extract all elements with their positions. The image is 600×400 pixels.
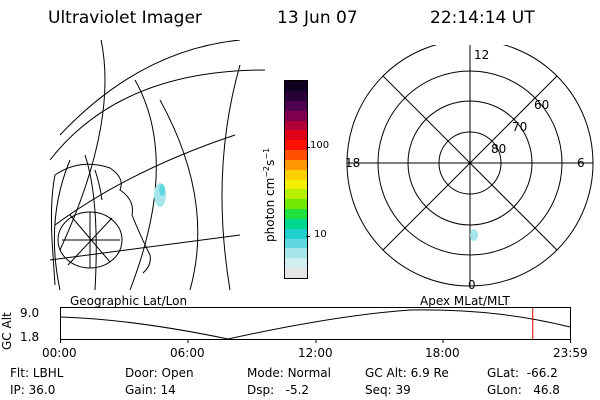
colorbar-band — [285, 258, 307, 269]
lat-label-60: 60 — [534, 98, 549, 112]
colorbar-band — [285, 228, 307, 239]
colorbar-band — [285, 81, 307, 91]
x-tick-1800: 18:00 — [425, 346, 460, 360]
colorbar-band — [285, 150, 307, 160]
latitude-line — [49, 234, 241, 261]
info-dsp: Dsp: -5.2 — [247, 383, 310, 397]
colorbar-band — [285, 209, 307, 219]
colorbar-band — [285, 199, 307, 210]
colorbar-band — [285, 179, 307, 190]
colorbar-band — [285, 130, 307, 141]
info-gcalt: GC Alt: 6.9 Re — [365, 366, 449, 380]
timeline-left-title: Geographic Lat/Lon — [70, 294, 188, 308]
mlt-label-6: 6 — [577, 156, 585, 170]
timeline-frame — [60, 307, 571, 340]
colorbar-band — [285, 248, 307, 259]
colorbar-tick-mark — [306, 147, 310, 148]
colorbar-band — [285, 159, 307, 170]
colorbar-band — [285, 238, 307, 249]
info-door: Door: Open — [125, 366, 194, 380]
info-gain: Gain: 14 — [125, 383, 176, 397]
colorbar-band — [285, 218, 307, 229]
instrument-title: Ultraviolet Imager — [48, 8, 202, 28]
lat-label-80: 80 — [491, 142, 506, 156]
polar-plot: 12 18 6 0 60 70 80 — [345, 45, 594, 292]
date-label: 13 Jun 07 — [277, 8, 358, 28]
colorbar-tick-mark — [306, 236, 310, 237]
x-tick-1200: 12:00 — [298, 346, 333, 360]
colorbar-label: photon cm−2s−1 — [262, 147, 277, 242]
colorbar-band — [285, 100, 307, 111]
colorbar-tick-100: 100 — [310, 140, 330, 151]
latitude-line — [49, 69, 265, 161]
altitude-timeline — [60, 307, 571, 343]
mlt-label-18: 18 — [345, 156, 360, 170]
latitude-line — [54, 134, 236, 226]
aurora-patch — [470, 229, 478, 241]
longitude-line — [59, 40, 106, 251]
geographic-map — [49, 40, 265, 291]
timeline-ylabel: GC Alt — [0, 312, 14, 350]
longitude-line — [129, 79, 157, 291]
colorbar-band — [285, 110, 307, 121]
timeline-ymax: 9.0 — [20, 306, 40, 320]
mlt-label-12: 12 — [474, 48, 489, 62]
longitude-line — [84, 154, 97, 291]
x-tick-0600: 06:00 — [170, 346, 205, 360]
altitude-curve — [60, 309, 571, 340]
latitude-line — [59, 40, 241, 136]
info-mode: Mode: Normal — [247, 366, 331, 380]
info-ip: IP: 36.0 — [10, 383, 56, 397]
colorbar-tick-10: 10 — [314, 229, 327, 240]
longitude-line — [53, 159, 71, 291]
x-tick-0000: 00:00 — [42, 346, 77, 360]
colorbar-band — [285, 140, 307, 151]
colorbar — [284, 80, 308, 279]
info-glat: GLat: -66.2 — [487, 366, 558, 380]
time-label: 22:14:14 UT — [430, 8, 535, 28]
colorbar-band — [285, 189, 307, 200]
lat-label-70: 70 — [512, 120, 527, 134]
mlt-meridian — [382, 75, 558, 251]
aurora-patch-core — [159, 184, 165, 196]
coastline — [94, 169, 103, 201]
longitude-line — [159, 99, 199, 291]
mlt-label-0: 0 — [468, 278, 476, 292]
timeline-right-title: Apex MLat/MLT — [420, 294, 510, 308]
colorbar-band — [285, 120, 307, 131]
info-seq: Seq: 39 — [365, 383, 411, 397]
colorbar-band — [285, 169, 307, 180]
timeline-ymin: 1.8 — [20, 330, 40, 344]
longitude-line — [221, 64, 241, 291]
coastline — [50, 163, 151, 286]
info-flt: Flt: LBHL — [10, 366, 64, 380]
colorbar-band — [285, 90, 307, 101]
x-tick-2359: 23:59 — [553, 346, 588, 360]
info-glon: GLon: 46.8 — [487, 383, 560, 397]
colorbar-band — [285, 268, 307, 278]
pole-line — [67, 217, 113, 266]
